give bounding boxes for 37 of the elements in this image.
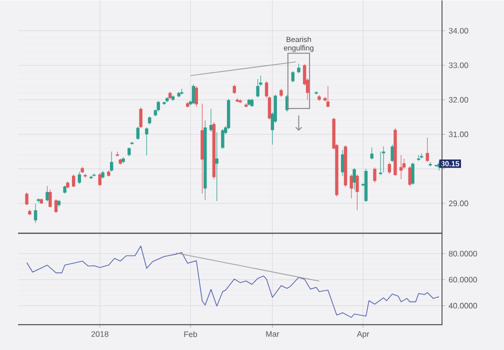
candlestick	[411, 162, 414, 185]
candlestick	[72, 174, 76, 188]
candlestick	[36, 198, 40, 203]
candlestick	[48, 189, 52, 208]
candlestick	[378, 151, 382, 176]
line-series	[26, 245, 440, 318]
candlestick	[25, 192, 28, 206]
candlestick	[215, 132, 218, 202]
candlestick	[34, 203, 38, 224]
candlestick	[139, 106, 142, 128]
candlestick	[291, 70, 294, 83]
candlestick	[352, 168, 356, 190]
candlestick	[221, 128, 224, 149]
candlestick	[408, 166, 412, 186]
candlestick	[390, 144, 394, 162]
candlestick	[192, 84, 196, 104]
candlestick	[420, 152, 424, 159]
candlestick	[399, 154, 403, 180]
candlestick	[356, 174, 359, 210]
candlestick	[370, 146, 374, 160]
candlestick	[426, 137, 429, 162]
candlestick	[382, 146, 386, 172]
candlestick	[297, 63, 300, 74]
candlestick	[373, 166, 376, 183]
candlestick	[78, 171, 82, 184]
candlestick	[54, 198, 58, 214]
candlestick	[209, 108, 213, 132]
candlestick	[340, 149, 344, 176]
candlestick	[46, 186, 49, 202]
candlestick	[194, 86, 198, 107]
candlestick	[232, 84, 236, 94]
candlestick	[110, 151, 114, 172]
candlestick	[388, 162, 391, 174]
candlestick	[256, 78, 260, 98]
candlestick	[326, 86, 330, 108]
candlestick	[145, 126, 148, 156]
candlestick	[136, 126, 140, 140]
